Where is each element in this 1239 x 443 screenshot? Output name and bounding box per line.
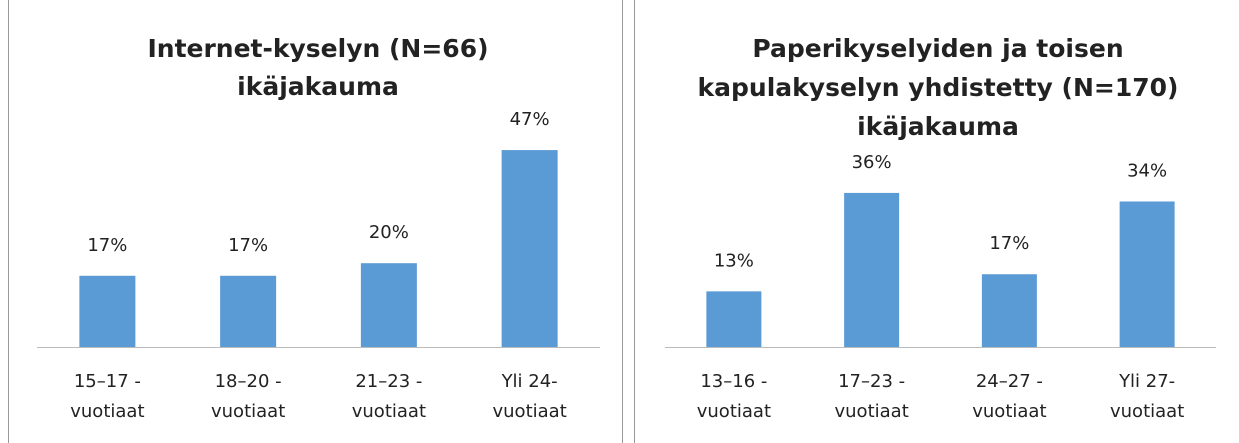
- chart-title: Internet-kyselyn (N=66): [147, 34, 488, 63]
- value-label: 17%: [87, 235, 127, 256]
- x-tick-label: 21–23 -: [355, 371, 422, 392]
- x-tick-label: 24–27 -: [976, 371, 1043, 392]
- x-tick-label: vuotiaat: [493, 401, 567, 422]
- value-label: 13%: [714, 250, 754, 271]
- x-tick-label: 15–17 -: [74, 371, 141, 392]
- chart-title: Paperikyselyiden ja toisen: [752, 34, 1123, 63]
- x-tick-label: vuotiaat: [70, 401, 144, 422]
- value-label: 17%: [228, 235, 268, 256]
- bar: [706, 291, 762, 347]
- value-label: 47%: [510, 109, 550, 130]
- x-tick-label: 18–20 -: [215, 371, 282, 392]
- x-tick-label: 17–23 -: [838, 371, 905, 392]
- bar: [220, 275, 277, 347]
- x-tick-label: vuotiaat: [835, 401, 909, 422]
- x-tick-label: vuotiaat: [697, 401, 771, 422]
- x-tick-label: vuotiaat: [211, 401, 285, 422]
- x-tick-label: Yli 24-: [501, 371, 558, 392]
- value-label: 36%: [852, 152, 892, 173]
- bar: [981, 274, 1037, 347]
- bar: [1119, 201, 1175, 347]
- value-label: 34%: [1127, 160, 1167, 181]
- bar: [360, 263, 417, 347]
- x-tick-label: vuotiaat: [352, 401, 426, 422]
- value-label: 17%: [989, 233, 1029, 254]
- chart-title: ikäjakauma: [857, 112, 1019, 141]
- chart-title: kapulakyselyn yhdistetty (N=170): [698, 73, 1179, 102]
- bar: [79, 275, 136, 347]
- x-tick-label: Yli 27-: [1118, 371, 1175, 392]
- bar: [501, 150, 558, 347]
- value-label: 20%: [369, 222, 409, 243]
- x-tick-label: vuotiaat: [1110, 401, 1184, 422]
- bar: [844, 192, 900, 347]
- x-tick-label: 13–16 -: [700, 371, 767, 392]
- x-tick-label: vuotiaat: [972, 401, 1046, 422]
- chart-title: ikäjakauma: [237, 72, 399, 101]
